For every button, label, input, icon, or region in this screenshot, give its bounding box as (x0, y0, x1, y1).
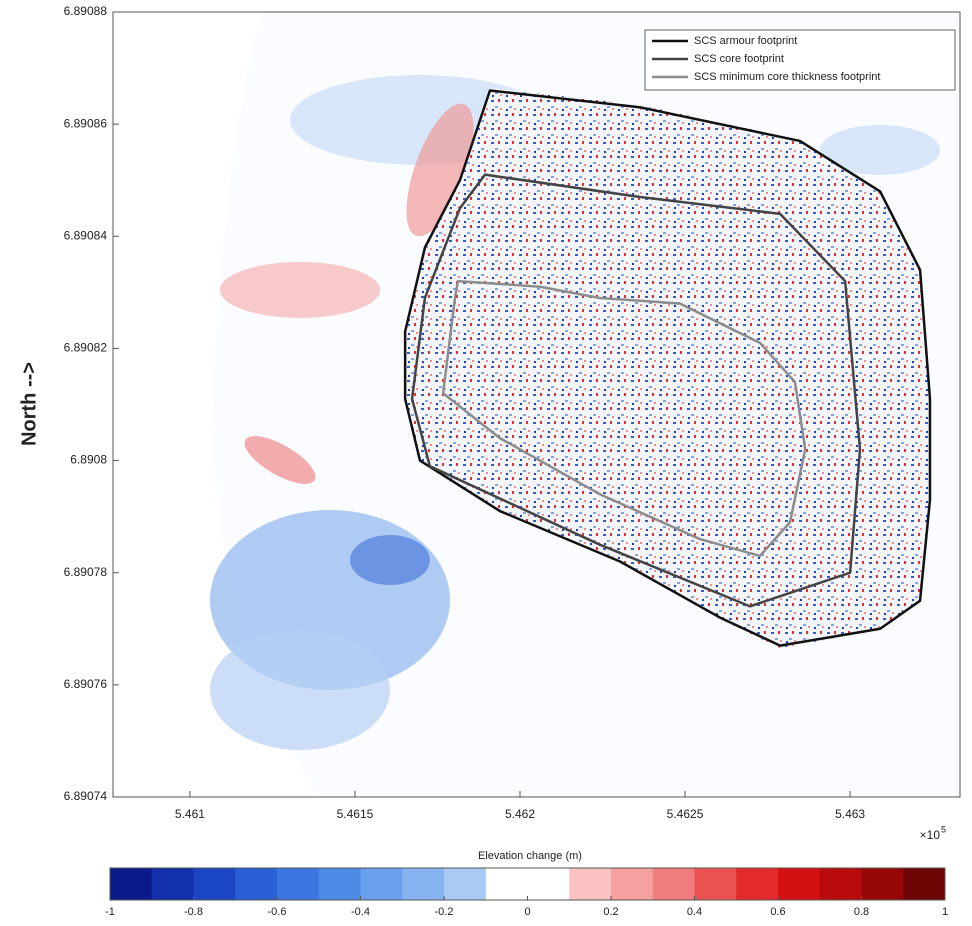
colorbar-tick-label: 0.8 (854, 906, 869, 918)
colorbar-cell (611, 868, 653, 900)
x-exponent-power: 5 (941, 824, 946, 834)
y-tick-label: 6.89074 (64, 789, 108, 803)
colorbar-cell (235, 868, 277, 900)
colorbar-tick-label: -1 (105, 906, 115, 918)
colorbar-cell (444, 868, 486, 900)
y-tick-label: 6.89088 (64, 4, 108, 18)
colorbar-tick-label: 0.6 (770, 906, 785, 918)
chart: North --> ×10 5 Elevation change (m) 6.8… (0, 0, 972, 921)
y-axis-label: North --> (18, 362, 40, 446)
y-tick-label: 6.89082 (64, 341, 108, 355)
colorbar-cell (903, 868, 945, 900)
colorbar-cell (402, 868, 444, 900)
y-tick-label: 6.89084 (64, 228, 108, 242)
colorbar-tick-label: 0.2 (603, 906, 618, 918)
colorbar-tick-label: -0.2 (435, 906, 454, 918)
colorbar-cell (569, 868, 611, 900)
legend-label: SCS core footprint (694, 53, 784, 65)
colorbar-cell (862, 868, 904, 900)
colorbar-cell (110, 868, 152, 900)
x-tick-label: 5.4625 (667, 807, 704, 821)
colorbar-tick-label: 0 (524, 906, 530, 918)
colorbar-tick-label: -0.4 (351, 906, 370, 918)
y-tick-label: 6.8908 (70, 453, 107, 467)
colorbar-label: Elevation change (m) (478, 850, 582, 862)
x-tick-label: 5.462 (505, 807, 535, 821)
colorbar-cell (486, 868, 528, 900)
x-tick-label: 5.461 (175, 807, 205, 821)
colorbar-cell (319, 868, 361, 900)
x-tick-label: 5.463 (835, 807, 865, 821)
colorbar-cell (194, 868, 236, 900)
colorbar-cell (152, 868, 194, 900)
y-tick-label: 6.89076 (64, 677, 108, 691)
colorbar-tick-label: 0.4 (687, 906, 702, 918)
legend-label: SCS minimum core thickness footprint (694, 71, 880, 83)
colorbar-cell (653, 868, 695, 900)
colorbar-cell (820, 868, 862, 900)
colorbar-cell (695, 868, 737, 900)
colorbar-cell (736, 868, 778, 900)
colorbar-tick-label: 1 (942, 906, 948, 918)
colorbar-cell (361, 868, 403, 900)
colorbar-tick-label: -0.6 (268, 906, 287, 918)
x-tick-label: 5.4615 (337, 807, 374, 821)
x-exponent-base: ×10 (920, 828, 941, 842)
y-tick-label: 6.89086 (64, 116, 108, 130)
colorbar-cell (277, 868, 319, 900)
colorbar-tick-label: -0.8 (184, 906, 203, 918)
y-tick-label: 6.89078 (64, 565, 108, 579)
colorbar-cell (528, 868, 570, 900)
colorbar-cell (778, 868, 820, 900)
legend-label: SCS armour footprint (694, 35, 797, 47)
